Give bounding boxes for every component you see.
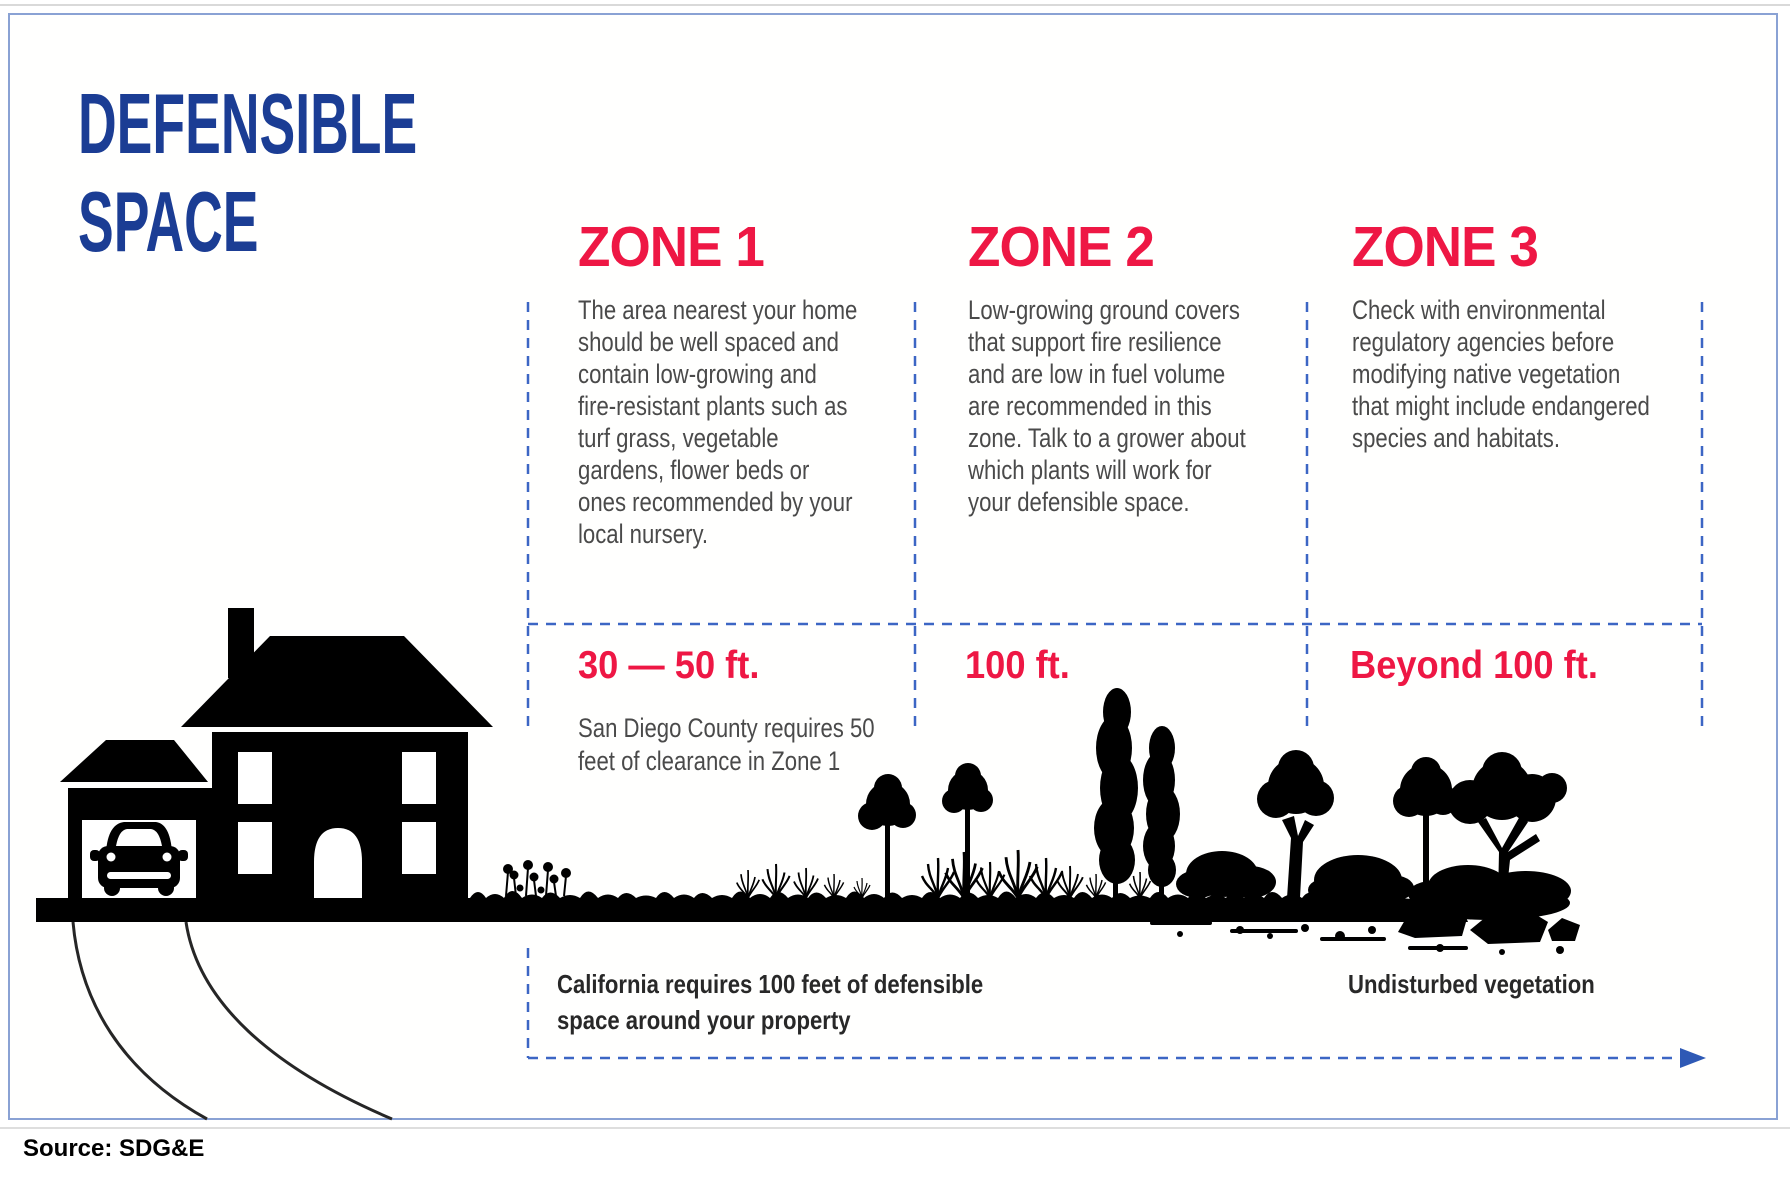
zone-1-heading: ZONE 1 bbox=[578, 215, 765, 279]
undisturbed-vegetation-label: Undisturbed vegetation bbox=[1348, 969, 1595, 999]
zone-3-distance: Beyond 100 ft. bbox=[1350, 644, 1598, 687]
title-line-1: DEFENSIBLE bbox=[78, 77, 418, 172]
zone-1-distance: 30 — 50 ft. bbox=[578, 644, 760, 687]
zone-2-description: Low-growing ground covers that support f… bbox=[968, 295, 1246, 517]
title-line-2: SPACE bbox=[78, 175, 259, 270]
zone-1-clearance-note: San Diego County requires 50 feet of cle… bbox=[578, 713, 875, 776]
zone-1-description: The area nearest your home should be wel… bbox=[578, 295, 858, 549]
source-credit: Source: SDG&E bbox=[23, 1135, 205, 1162]
zone-2-heading: ZONE 2 bbox=[968, 215, 1155, 279]
zone-2-distance: 100 ft. bbox=[965, 644, 1070, 687]
top-divider bbox=[0, 4, 1790, 6]
bottom-divider bbox=[0, 1127, 1790, 1129]
zone-3-heading: ZONE 3 bbox=[1352, 215, 1539, 279]
california-requirement-note: California requires 100 feet of defensib… bbox=[557, 969, 984, 1035]
zone-3-description: Check with environmental regulatory agen… bbox=[1352, 295, 1650, 453]
page-title: DEFENSIBLE SPACE bbox=[78, 76, 417, 272]
